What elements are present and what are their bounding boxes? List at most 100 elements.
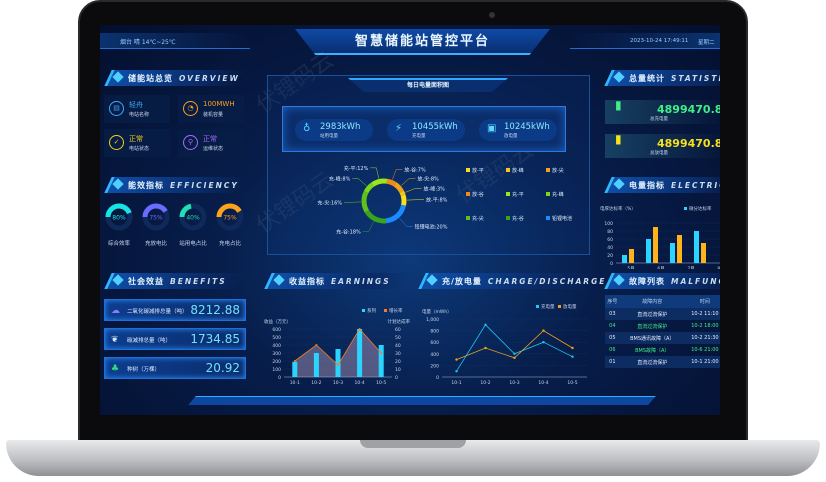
table-row[interactable]: 06 BMS故障（A） 10-6 21:00 xyxy=(605,344,720,356)
statistics-title: 总量统计 xyxy=(629,74,665,83)
y2-tick: 20 xyxy=(395,359,401,365)
diamond-icon xyxy=(426,274,438,286)
benefits-title-en: BENEFITS xyxy=(170,277,227,286)
kpi-value: 2983kWh xyxy=(320,122,361,132)
daily-panel: 每日电量面积图 ♁ 2983kWh 站用电量 ⚡ 10455kWh 充电量 ▣ 10245kW… xyxy=(267,75,590,255)
legend-label: 充-尖 xyxy=(472,215,484,222)
line-point xyxy=(513,356,516,360)
bar xyxy=(292,361,298,377)
earnings-chart: 0 0 100 10 200 20 300 30 400 40 500 50 600 60 10-1 10-2… xyxy=(264,307,411,386)
y2-axis-label: 计划达成率 xyxy=(388,318,411,325)
donut-label: 放-峰:3% xyxy=(424,185,446,192)
x-tick: 10-5 xyxy=(567,380,577,386)
donut-slice xyxy=(363,182,375,194)
bar xyxy=(677,235,682,263)
cell-time: 10-1 21:00 xyxy=(684,356,720,368)
malfunction-title: 故障列表 xyxy=(629,277,665,286)
x-tick: 10-4 xyxy=(354,380,364,386)
malfunction-table: 序号 故障内容 时间 03 直流过流保护 10-2 11:10 04 直流过流保护 10-2 … xyxy=(605,295,720,368)
line-series xyxy=(456,324,573,372)
gauge-value: 80% xyxy=(112,215,126,222)
earnings-title-en: EARNINGS xyxy=(331,277,391,286)
daily-title: 每日电量面积图 xyxy=(406,82,449,89)
legend-label: 系列 xyxy=(367,307,376,314)
earnings-header: 收益指标 EARNINGS xyxy=(273,274,391,287)
line-point xyxy=(380,352,383,354)
legend-swatch xyxy=(466,216,470,220)
gauge-fill xyxy=(216,203,244,231)
line-point xyxy=(571,346,574,350)
kpi-pill: ▣ 10245kWh 放电量 xyxy=(479,119,557,141)
gauge-label: 站用电占比 xyxy=(179,241,207,247)
donut-label: 放-尖:8% xyxy=(417,175,439,182)
line-point xyxy=(358,328,361,330)
bar xyxy=(670,243,675,263)
bottom-bar xyxy=(188,396,656,405)
y-tick: 300 xyxy=(272,351,281,357)
cell-no: 05 xyxy=(605,332,620,344)
datetime-bar: 2023-10-24 17:49:11 星期二 xyxy=(570,33,720,49)
table-row[interactable]: 05 BMS通讯故障（A） 10-2 21:30 xyxy=(605,332,720,344)
benefit-row: ❦ 碳减排总量（吨） 1734.85 xyxy=(104,328,246,350)
donut-leader xyxy=(400,178,416,186)
electric-title: 电量指标 xyxy=(629,181,665,190)
cell-content: BMS故障（A） xyxy=(635,347,670,354)
legend-label: 增长率 xyxy=(389,307,403,314)
overview-title: 储能站总览 xyxy=(128,74,173,83)
gauge-value: 40% xyxy=(186,215,200,222)
cell-content: BMS通讯故障（A） xyxy=(619,332,685,344)
legend-label: 微分达标率 xyxy=(689,205,712,212)
table-row[interactable]: 03 直流过流保护 10-2 11:10 xyxy=(605,308,720,320)
diamond-icon xyxy=(613,71,625,83)
page-title: 智慧储能站管控平台 xyxy=(354,34,490,49)
overview-value: 轻舟 xyxy=(129,101,143,109)
battery-charge-icon: ⚡ xyxy=(395,123,403,134)
bar xyxy=(622,255,627,263)
statistic-value: 4899470.88 xyxy=(657,103,720,116)
electric-chart: 0 20 40 60 80 100 5月 6月 7月 8月 电厚达标率（%） 微分达标率 xyxy=(600,205,720,269)
donut-slice xyxy=(364,209,387,224)
y-tick: 400 xyxy=(430,352,439,358)
table-row[interactable]: 04 直流过流保护 10-2 18:00 xyxy=(605,320,720,332)
legend-swatch xyxy=(546,216,550,220)
donut-label: 放-谷:7% xyxy=(404,166,426,173)
donut-slice xyxy=(371,178,388,187)
kpi-value: 10245kWh xyxy=(504,122,550,132)
overview-card: ✓ 正常 电站状态 xyxy=(104,129,170,157)
malfunction-table-wrap[interactable]: 序号 故障内容 时间 03 直流过流保护 10-2 11:10 04 直流过流保护 10-2 … xyxy=(605,295,720,385)
cell-no: 01 xyxy=(605,356,620,368)
donut-slice xyxy=(399,190,406,197)
donut-chart: 放-谷:7% 放-尖:8% 放-峰:3% 放-平:8% 铅锂电池:20% 充-谷:18% 充… xyxy=(317,165,572,236)
y-tick: 200 xyxy=(430,363,439,369)
title-banner: 智慧储能站管控平台 xyxy=(295,29,550,55)
table-row[interactable]: 01 直流过流保护 10-1 21:00 xyxy=(605,356,720,368)
cell-content: 直流过流保护 xyxy=(619,356,685,368)
diamond-icon xyxy=(273,274,285,286)
cell-time: 10-2 11:10 xyxy=(684,308,720,320)
bar xyxy=(335,349,341,377)
gauge-label: 充电占比 xyxy=(218,241,241,247)
charge-title: 充/放电量 xyxy=(442,277,482,286)
daily-header: 每日电量面积图 xyxy=(348,78,508,92)
benefits-title: 社会效益 xyxy=(128,277,164,286)
bar xyxy=(357,329,363,377)
legend-swatch xyxy=(546,168,550,172)
legend-swatch xyxy=(546,192,550,196)
y-tick: 100 xyxy=(272,367,281,373)
gauge-fill xyxy=(142,203,170,231)
legend-label: 充-谷 xyxy=(512,215,524,222)
gauge-label: 综合效率 xyxy=(107,241,130,247)
x-tick: 7月 xyxy=(687,266,694,269)
cell-time: 10-6 21:00 xyxy=(691,347,719,353)
line-point xyxy=(337,364,339,366)
gauge: 80% xyxy=(105,203,133,231)
legend-swatch xyxy=(506,192,510,196)
overview-label: 装机容量 xyxy=(203,112,224,118)
y2-tick: 0 xyxy=(395,375,398,381)
efficiency-title: 能效指标 xyxy=(128,181,164,190)
col-time: 时间 xyxy=(684,295,720,308)
statistic-label: 总放电量 xyxy=(650,151,668,156)
donut-label: 充-尖:16% xyxy=(317,199,342,206)
kpi-label: 站用电量 xyxy=(320,134,338,139)
calendar-battery-icon: ▣ xyxy=(487,123,497,134)
